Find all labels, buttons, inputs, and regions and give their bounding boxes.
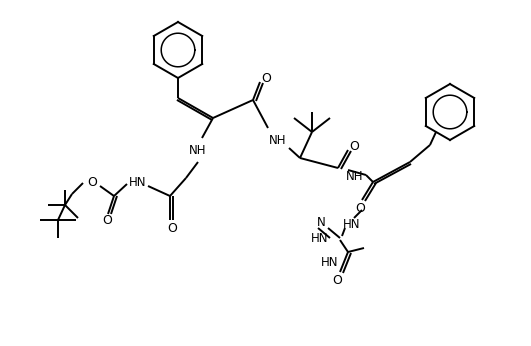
Text: NH: NH — [269, 134, 287, 146]
Text: HN: HN — [129, 175, 147, 189]
Text: HN: HN — [343, 218, 361, 230]
Text: NH: NH — [346, 171, 364, 183]
Text: O: O — [349, 140, 359, 154]
Text: O: O — [332, 273, 342, 286]
Text: O: O — [355, 201, 365, 215]
Text: O: O — [102, 215, 112, 228]
Text: O: O — [261, 73, 271, 85]
Text: NH: NH — [189, 144, 207, 156]
Text: HN: HN — [311, 231, 329, 245]
Text: HN: HN — [321, 255, 339, 268]
Text: O: O — [167, 221, 177, 235]
Text: O: O — [87, 175, 97, 189]
Text: N: N — [316, 217, 326, 229]
